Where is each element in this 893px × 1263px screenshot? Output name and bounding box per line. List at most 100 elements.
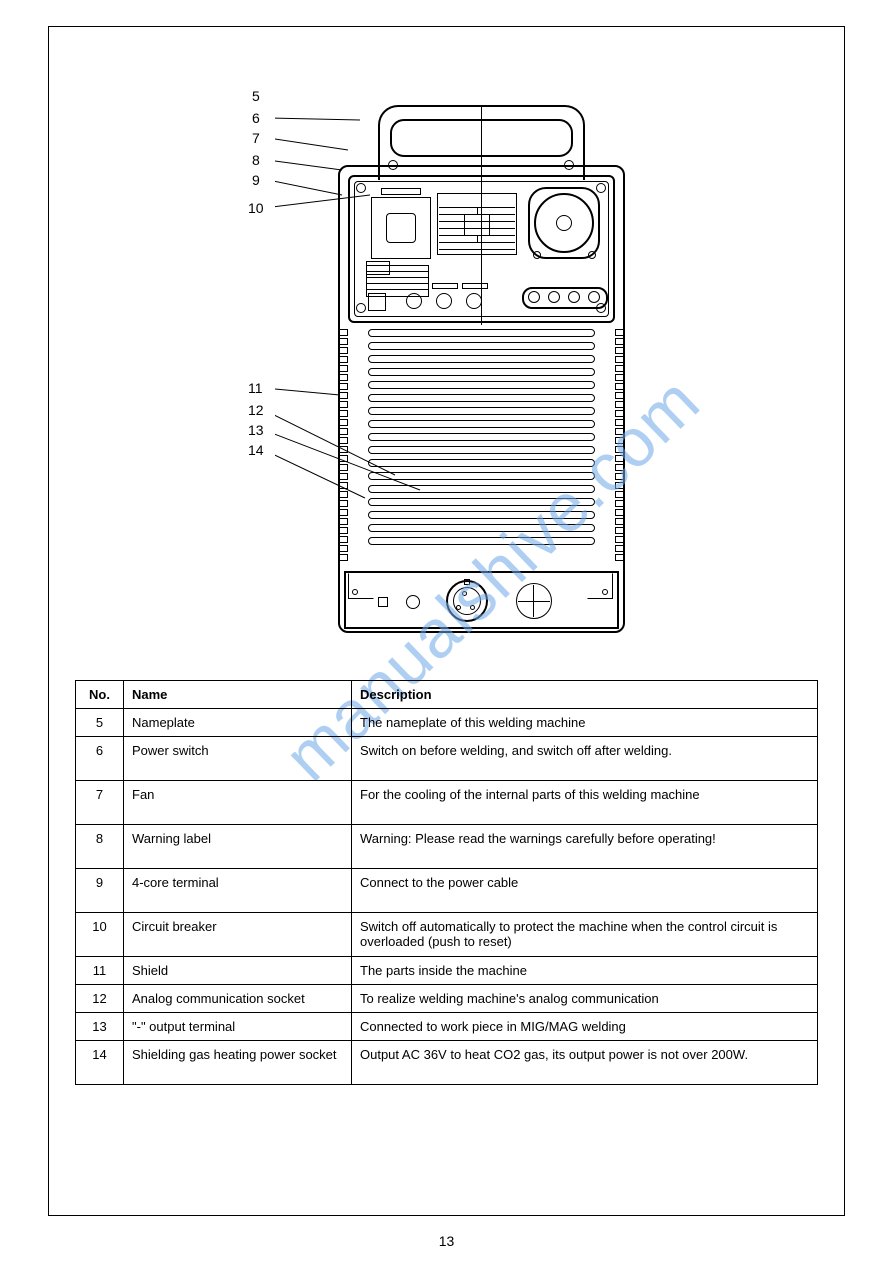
socket-pin-icon bbox=[462, 591, 467, 596]
cell-no: 11 bbox=[76, 957, 124, 985]
breaker-button bbox=[406, 293, 422, 309]
vent-slat bbox=[368, 394, 595, 402]
fan-screw-icon bbox=[588, 251, 596, 259]
panel-screw-icon bbox=[602, 589, 608, 595]
cell-name: 4-core terminal bbox=[124, 869, 352, 913]
vent-slat bbox=[368, 524, 595, 532]
panel-screw-icon bbox=[356, 183, 366, 193]
vent-slat bbox=[368, 355, 595, 363]
col-header-name: Name bbox=[124, 681, 352, 709]
col-header-desc: Description bbox=[352, 681, 818, 709]
analog-comm-socket-inner bbox=[453, 587, 481, 615]
breaker-button bbox=[436, 293, 452, 309]
terminal-pin-icon bbox=[588, 291, 600, 303]
vent-slat bbox=[368, 407, 595, 415]
cell-desc: Connect to the power cable bbox=[352, 869, 818, 913]
table-row: 10Circuit breakerSwitch off automaticall… bbox=[76, 913, 818, 957]
table-header-row: No. Name Description bbox=[76, 681, 818, 709]
vent-slat bbox=[368, 342, 595, 350]
power-switch-label bbox=[381, 188, 421, 195]
cell-name: Shielding gas heating power socket bbox=[124, 1041, 352, 1085]
vent-slat bbox=[368, 433, 595, 441]
terminal-slot-icon bbox=[518, 601, 550, 602]
table-row: 12Analog communication socketTo realize … bbox=[76, 985, 818, 1013]
gas-heating-socket bbox=[378, 597, 388, 607]
breaker-square bbox=[368, 293, 386, 311]
cell-no: 5 bbox=[76, 709, 124, 737]
socket-key-icon bbox=[464, 579, 470, 585]
cell-desc: Warning: Please read the warnings carefu… bbox=[352, 825, 818, 869]
vent-slat bbox=[368, 459, 595, 467]
panel-screw-icon bbox=[352, 589, 358, 595]
vent-slat bbox=[368, 381, 595, 389]
fan-hub bbox=[556, 215, 572, 231]
fan-screw-icon bbox=[533, 251, 541, 259]
vent-slat bbox=[368, 511, 595, 519]
cell-desc: The parts inside the machine bbox=[352, 957, 818, 985]
side-ribs bbox=[615, 329, 625, 569]
shield-vent-grille bbox=[348, 329, 615, 569]
vent-slat bbox=[368, 485, 595, 493]
cell-desc: To realize welding machine's analog comm… bbox=[352, 985, 818, 1013]
cell-no: 7 bbox=[76, 781, 124, 825]
cell-no: 12 bbox=[76, 985, 124, 1013]
cell-name: Nameplate bbox=[124, 709, 352, 737]
cell-name: Fan bbox=[124, 781, 352, 825]
cell-desc: Connected to work piece in MIG/MAG weldi… bbox=[352, 1013, 818, 1041]
table-row: 94-core terminalConnect to the power cab… bbox=[76, 869, 818, 913]
page-number: 13 bbox=[0, 1233, 893, 1249]
callout-number: 10 bbox=[248, 200, 264, 216]
breaker-button bbox=[466, 293, 482, 309]
cell-desc: The nameplate of this welding machine bbox=[352, 709, 818, 737]
breaker-label bbox=[462, 283, 488, 289]
device-outline bbox=[338, 105, 625, 633]
socket-pin-icon bbox=[456, 605, 461, 610]
table-row: 14Shielding gas heating power socketOutp… bbox=[76, 1041, 818, 1085]
cell-no: 8 bbox=[76, 825, 124, 869]
cell-name: Warning label bbox=[124, 825, 352, 869]
power-switch-knob bbox=[386, 213, 416, 243]
aux-port bbox=[406, 595, 420, 609]
panel-screw-icon bbox=[356, 303, 366, 313]
terminal-pin-icon bbox=[568, 291, 580, 303]
parts-table: No. Name Description 5NameplateThe namep… bbox=[75, 680, 818, 1085]
cell-name: "-" output terminal bbox=[124, 1013, 352, 1041]
socket-pin-icon bbox=[470, 605, 475, 610]
vent-slat bbox=[368, 368, 595, 376]
breaker-label bbox=[432, 283, 458, 289]
callout-number: 5 bbox=[252, 88, 260, 104]
terminal-pin-icon bbox=[548, 291, 560, 303]
cell-desc: Output AC 36V to heat CO2 gas, its outpu… bbox=[352, 1041, 818, 1085]
cell-name: Power switch bbox=[124, 737, 352, 781]
vent-slat bbox=[368, 537, 595, 545]
cell-name: Circuit breaker bbox=[124, 913, 352, 957]
callout-number: 9 bbox=[252, 172, 260, 188]
side-ribs bbox=[338, 329, 348, 569]
table-row: 7FanFor the cooling of the internal part… bbox=[76, 781, 818, 825]
table-row: 6Power switchSwitch on before welding, a… bbox=[76, 737, 818, 781]
callout-number: 11 bbox=[248, 380, 263, 396]
table-row: 8Warning labelWarning: Please read the w… bbox=[76, 825, 818, 869]
callout-number: 6 bbox=[252, 110, 260, 126]
vent-slat bbox=[368, 329, 595, 337]
cell-name: Shield bbox=[124, 957, 352, 985]
table-row: 13"-" output terminalConnected to work p… bbox=[76, 1013, 818, 1041]
rear-panel-diagram: 567891011121314 bbox=[275, 105, 625, 635]
vent-slat bbox=[368, 472, 595, 480]
cell-desc: For the cooling of the internal parts of… bbox=[352, 781, 818, 825]
table-row: 5NameplateThe nameplate of this welding … bbox=[76, 709, 818, 737]
panel-screw-icon bbox=[596, 183, 606, 193]
terminal-pin-icon bbox=[528, 291, 540, 303]
callout-number: 7 bbox=[252, 130, 260, 146]
table-row: 11ShieldThe parts inside the machine bbox=[76, 957, 818, 985]
cell-no: 10 bbox=[76, 913, 124, 957]
cell-desc: Switch off automatically to protect the … bbox=[352, 913, 818, 957]
vent-slat bbox=[368, 420, 595, 428]
cell-no: 9 bbox=[76, 869, 124, 913]
vent-slat bbox=[368, 446, 595, 454]
cell-no: 13 bbox=[76, 1013, 124, 1041]
cell-desc: Switch on before welding, and switch off… bbox=[352, 737, 818, 781]
cell-no: 14 bbox=[76, 1041, 124, 1085]
nameplate-grid bbox=[439, 201, 515, 253]
callout-number: 13 bbox=[248, 422, 264, 438]
